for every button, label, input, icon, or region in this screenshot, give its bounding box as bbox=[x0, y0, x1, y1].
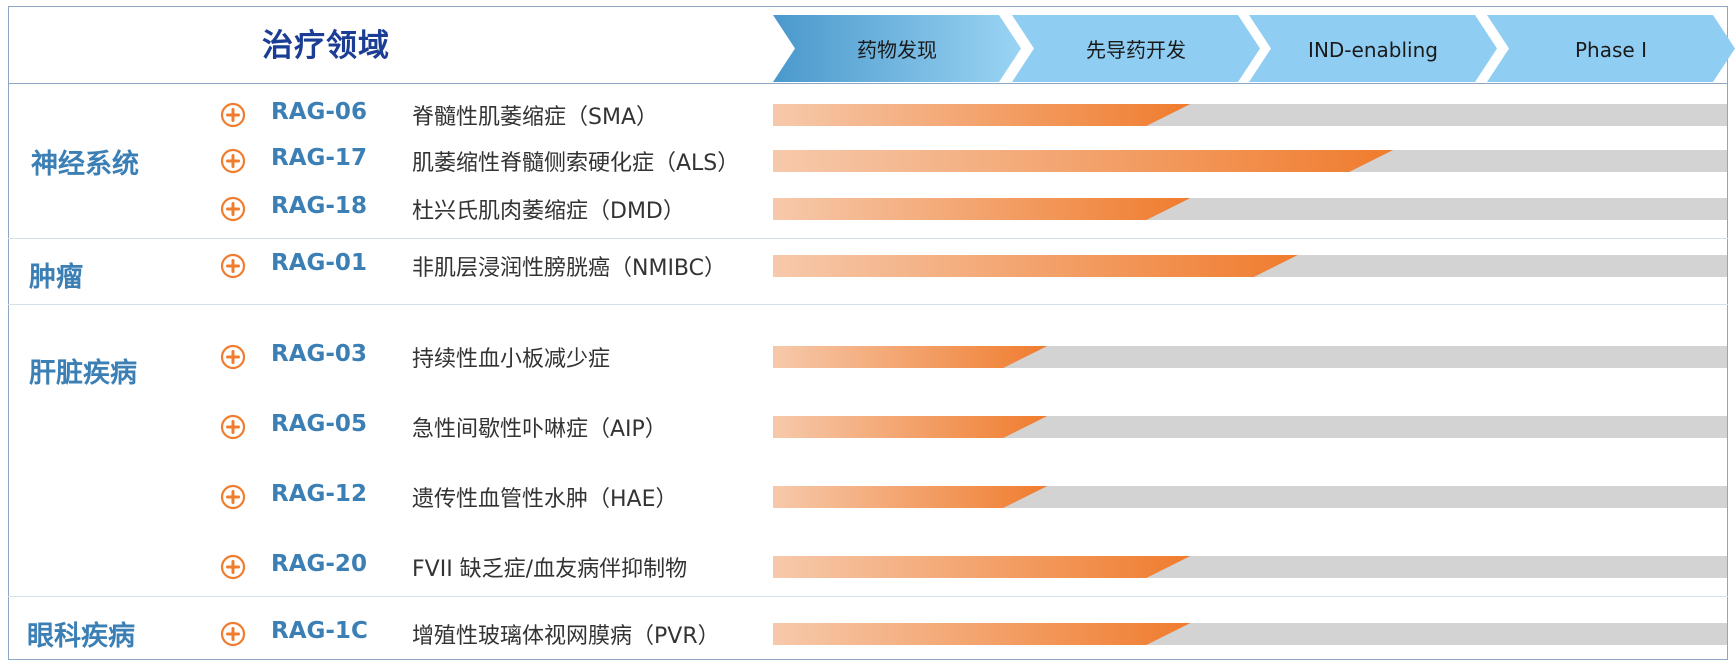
stage-label: IND-enabling bbox=[1308, 38, 1438, 62]
category-label: 眼科疾病 bbox=[27, 621, 135, 652]
stage-header: 药物发现 先导药开发 IND-enabling Phase I bbox=[773, 15, 1735, 82]
stage-label: Phase I bbox=[1575, 38, 1647, 62]
program-indication: 脊髓性肌萎缩症（SMA） bbox=[412, 105, 658, 130]
program-code: RAG-03 bbox=[271, 341, 367, 367]
progress-bar bbox=[773, 198, 1191, 220]
expand-plus-icon[interactable] bbox=[220, 253, 246, 279]
program-code: RAG-01 bbox=[271, 250, 367, 276]
expand-plus-icon[interactable] bbox=[220, 414, 246, 440]
program-code: RAG-17 bbox=[271, 145, 367, 171]
progress-bar bbox=[773, 255, 1298, 277]
program-code: RAG-12 bbox=[271, 481, 367, 507]
progress-bar bbox=[773, 623, 1191, 645]
area-title: 治疗领域 bbox=[262, 28, 390, 64]
expand-plus-icon[interactable] bbox=[220, 344, 246, 370]
group-divider-1 bbox=[8, 238, 1728, 239]
group-divider-2 bbox=[8, 304, 1728, 305]
program-indication: 持续性血小板减少症 bbox=[412, 347, 611, 372]
progress-bar bbox=[773, 150, 1394, 172]
program-indication: 急性间歇性卟啉症（AIP） bbox=[412, 417, 667, 442]
program-indication: 肌萎缩性脊髓侧索硬化症（ALS） bbox=[412, 151, 740, 176]
program-indication: 遗传性血管性水肿（HAE） bbox=[412, 487, 678, 512]
header-divider bbox=[8, 83, 1728, 84]
program-code: RAG-18 bbox=[271, 193, 367, 219]
progress-bar bbox=[773, 416, 1048, 438]
expand-plus-icon[interactable] bbox=[220, 621, 246, 647]
stage-chevron bbox=[1249, 15, 1497, 82]
stage-label: 药物发现 bbox=[857, 38, 937, 62]
group-divider-3 bbox=[8, 596, 1728, 597]
program-indication: 增殖性玻璃体视网膜病（PVR） bbox=[412, 624, 720, 649]
stage-chevron bbox=[773, 15, 1021, 82]
program-code: RAG-1C bbox=[271, 618, 368, 644]
progress-bar bbox=[773, 486, 1048, 508]
stage-label: 先导药开发 bbox=[1086, 38, 1186, 62]
stage-chevron bbox=[1012, 15, 1260, 82]
expand-plus-icon[interactable] bbox=[220, 484, 246, 510]
stage-chevron bbox=[1487, 15, 1735, 82]
program-code: RAG-06 bbox=[271, 99, 367, 125]
program-indication: FVII 缺乏症/血友病伴抑制物 bbox=[412, 557, 688, 582]
category-label: 神经系统 bbox=[31, 149, 139, 180]
program-indication: 杜兴氏肌肉萎缩症（DMD） bbox=[412, 199, 685, 224]
expand-plus-icon[interactable] bbox=[220, 148, 246, 174]
expand-plus-icon[interactable] bbox=[220, 102, 246, 128]
category-label: 肿瘤 bbox=[29, 262, 83, 293]
category-label: 肝脏疾病 bbox=[29, 358, 137, 389]
program-code: RAG-05 bbox=[271, 411, 367, 437]
expand-plus-icon[interactable] bbox=[220, 554, 246, 580]
progress-bar bbox=[773, 346, 1048, 368]
program-code: RAG-20 bbox=[271, 551, 367, 577]
expand-plus-icon[interactable] bbox=[220, 196, 246, 222]
program-indication: 非肌层浸润性膀胱癌（NMIBC） bbox=[412, 256, 726, 281]
progress-bar bbox=[773, 104, 1191, 126]
progress-bar bbox=[773, 556, 1191, 578]
